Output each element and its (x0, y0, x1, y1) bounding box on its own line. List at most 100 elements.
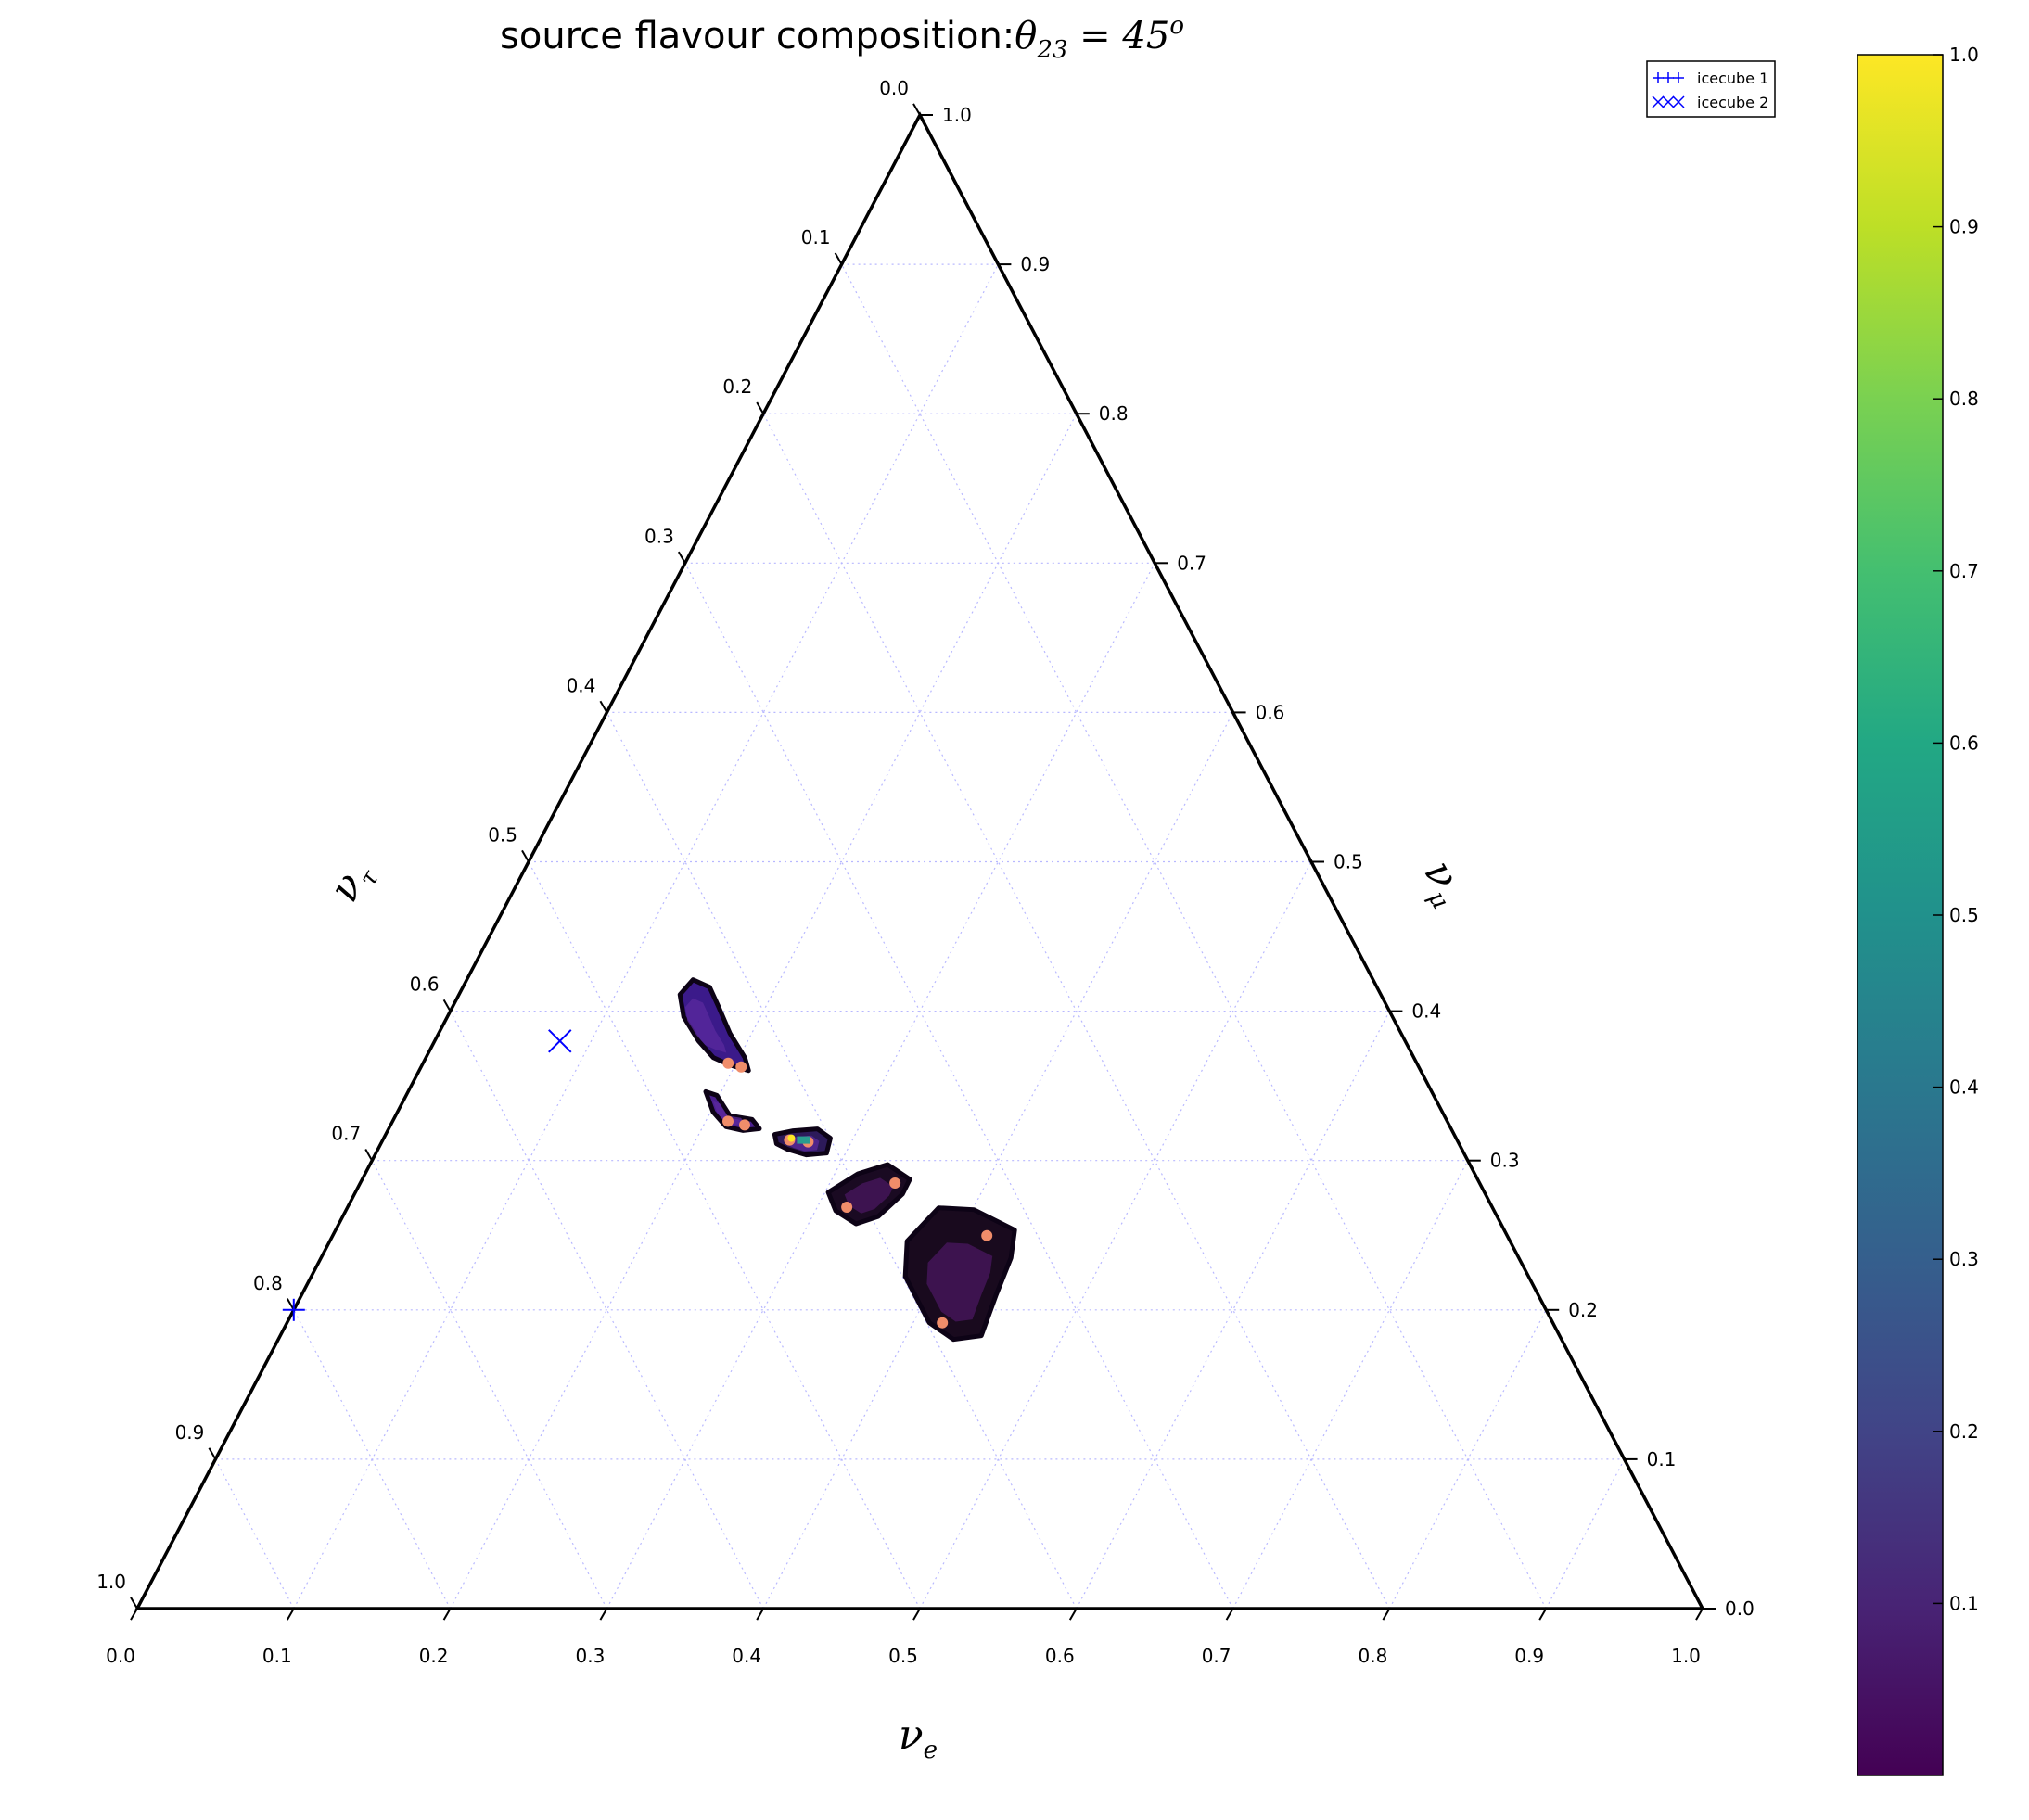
grid-line (606, 563, 1155, 1610)
marker-x-b (548, 1029, 572, 1053)
colorbar-tick-label: 0.9 (1949, 216, 1979, 238)
legend-box (1646, 60, 1776, 118)
left-tick-label: 0.3 (644, 525, 674, 547)
region-hotspot (735, 1061, 747, 1073)
left-tick (130, 1597, 138, 1610)
right-tick-label: 0.0 (1725, 1597, 1755, 1620)
right-tick-label: 0.5 (1334, 851, 1363, 873)
right-tick-label: 0.9 (1020, 253, 1050, 275)
grid-line (371, 1160, 607, 1610)
title-theta: θ (1014, 15, 1037, 57)
axis-ticks: 0.0 0.1 0.2 0.3 0.4 0.5 0.6 0.7 0.8 0.9 1.0 0.0 0.1 0… (96, 77, 1755, 1667)
region-hotspot (722, 1115, 734, 1127)
left-tick-label: 0.8 (253, 1272, 283, 1294)
colorbar: 0.1 0.2 0.3 0.4 0.5 0.6 0.7 0.8 0.9 1.0 (1857, 44, 1979, 1776)
region-teal-spot (797, 1136, 810, 1144)
title-degree: o (1169, 12, 1184, 40)
region-hotspot (937, 1317, 949, 1329)
region-hotspot (889, 1177, 901, 1189)
bottom-tick (599, 1608, 608, 1621)
grid-line (684, 563, 1234, 1610)
left-tick-label: 0.5 (488, 824, 517, 846)
colorbar-tick-label: 0.1 (1949, 1592, 1979, 1614)
left-tick (677, 551, 686, 564)
left-tick-label: 0.0 (879, 77, 909, 99)
region-core (713, 1101, 746, 1125)
axis-label-nu-tau: ντ (320, 853, 385, 913)
heatmap-region (902, 1205, 1017, 1343)
legend-x (1662, 95, 1675, 108)
left-tick-label: 0.6 (410, 974, 440, 996)
left-tick (599, 700, 608, 713)
colorbar-tick-label: 0.7 (1949, 560, 1979, 582)
colorbar-gradient (1857, 54, 1944, 1776)
heatmap-regions (677, 977, 1017, 1343)
region-core (844, 1177, 894, 1214)
bottom-tick (1695, 1608, 1704, 1621)
bottom-tick (1538, 1608, 1548, 1621)
bottom-tick-label: 0.1 (262, 1645, 292, 1667)
axis-label-nu-e: νe (899, 1712, 938, 1764)
legend-label: icecube 1 (1697, 70, 1768, 87)
grid-line (1076, 1011, 1390, 1610)
colorbar-tick-label: 0.8 (1949, 388, 1979, 410)
left-tick (756, 401, 765, 414)
colorbar-tick-label: 1.0 (1949, 44, 1979, 66)
legend: icecube 1 icecube 2 (1646, 60, 1776, 118)
bottom-tick (442, 1608, 452, 1621)
grid-line (293, 263, 999, 1610)
left-tick-label: 0.2 (722, 375, 752, 398)
left-tick (442, 999, 452, 1012)
icecube-1-marker (282, 1298, 305, 1321)
region-hotspot (739, 1119, 750, 1131)
left-tick (286, 1298, 295, 1311)
left-tick-label: 0.1 (801, 226, 831, 248)
legend-label: icecube 2 (1697, 94, 1768, 111)
grid-line (450, 1011, 764, 1610)
colorbar-tick-label: 0.3 (1949, 1248, 1979, 1270)
axis-label-nu-mu: νμ (1410, 852, 1475, 913)
colorbar-tick-label: 0.6 (1949, 732, 1979, 754)
grid-line (528, 861, 921, 1610)
bottom-tick-label: 0.7 (1202, 1645, 1231, 1667)
bottom-tick (1382, 1608, 1391, 1621)
colorbar-tick-label: 0.5 (1949, 904, 1979, 926)
right-tick-label: 0.4 (1411, 1000, 1441, 1023)
bottom-tick-label: 0.2 (419, 1645, 449, 1667)
region-hotspot (841, 1201, 853, 1213)
bottom-tick (1068, 1608, 1078, 1621)
colorbar-tick-label: 0.4 (1949, 1076, 1979, 1099)
legend-entry: icecube 2 (1652, 94, 1768, 111)
right-tick-label: 1.0 (942, 104, 972, 126)
chart-title: source flavour composition:θ23 = 45o (500, 12, 1184, 64)
bottom-tick-label: 0.5 (888, 1645, 918, 1667)
bottom-tick (286, 1608, 295, 1621)
bottom-tick-label: 0.3 (575, 1645, 605, 1667)
grid-line (841, 263, 1547, 1610)
right-tick-label: 0.2 (1568, 1299, 1598, 1321)
heatmap-region (677, 977, 751, 1074)
bottom-tick-label: 0.8 (1358, 1645, 1387, 1667)
bottom-tick (1225, 1608, 1234, 1621)
left-tick-label: 0.9 (175, 1421, 205, 1444)
heatmap-region (703, 1088, 762, 1133)
title-equals: = 45 (1067, 15, 1169, 57)
grid-line (214, 1458, 295, 1610)
bottom-tick-label: 1.0 (1671, 1645, 1701, 1667)
right-tick-label: 0.6 (1256, 701, 1285, 723)
region-core (684, 998, 727, 1053)
data-markers (282, 1029, 572, 1321)
bottom-tick (912, 1608, 921, 1621)
legend-entry: icecube 1 (1653, 70, 1768, 87)
grid-line (1388, 1309, 1547, 1610)
left-tick (364, 1149, 374, 1162)
icecube-2-marker (548, 1029, 572, 1053)
left-tick (208, 1447, 217, 1460)
region-body (703, 1088, 762, 1133)
right-tick-label: 0.1 (1647, 1448, 1677, 1470)
grid-line (919, 861, 1312, 1610)
left-tick (834, 252, 843, 265)
heatmap-region (772, 1126, 833, 1158)
right-tick-label: 0.8 (1099, 402, 1129, 425)
